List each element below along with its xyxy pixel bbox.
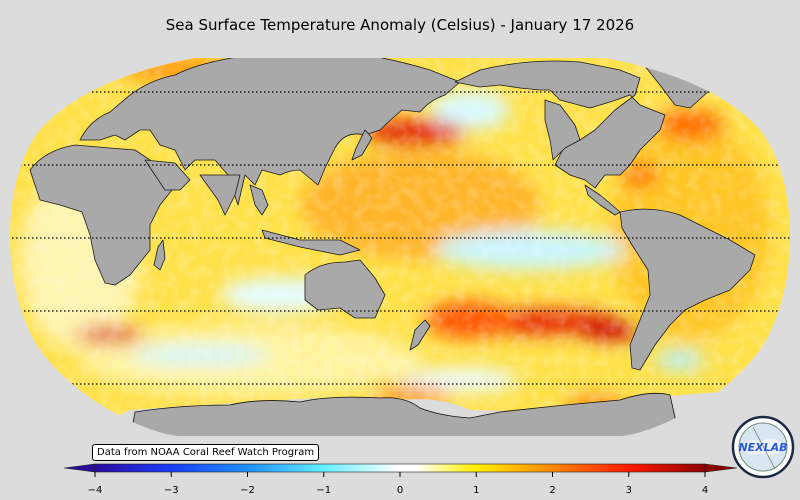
nexlab-logo: NEXLAB — [731, 415, 795, 479]
map-title: Sea Surface Temperature Anomaly (Celsius… — [165, 16, 635, 34]
land-japan — [351, 129, 373, 161]
land-indochina — [249, 184, 269, 216]
latitude-gridlines — [10, 91, 790, 385]
antarctica — [129, 392, 681, 436]
logo-meridian — [752, 426, 776, 470]
land-madagascar — [153, 239, 166, 271]
land-australia — [304, 259, 386, 319]
land-south-america — [619, 208, 756, 371]
land-north-america-west — [544, 99, 581, 161]
land-new-zealand — [409, 319, 431, 351]
logo-text: NEXLAB — [738, 441, 787, 454]
land-arabia — [144, 159, 191, 191]
land-eurasia — [79, 58, 461, 206]
land-masses — [29, 58, 756, 371]
attribution-box: Data from NOAA Coral Reef Watch Program — [92, 444, 320, 461]
land-central-america — [584, 184, 621, 216]
land-indonesia — [261, 229, 361, 256]
land-india — [199, 174, 241, 216]
